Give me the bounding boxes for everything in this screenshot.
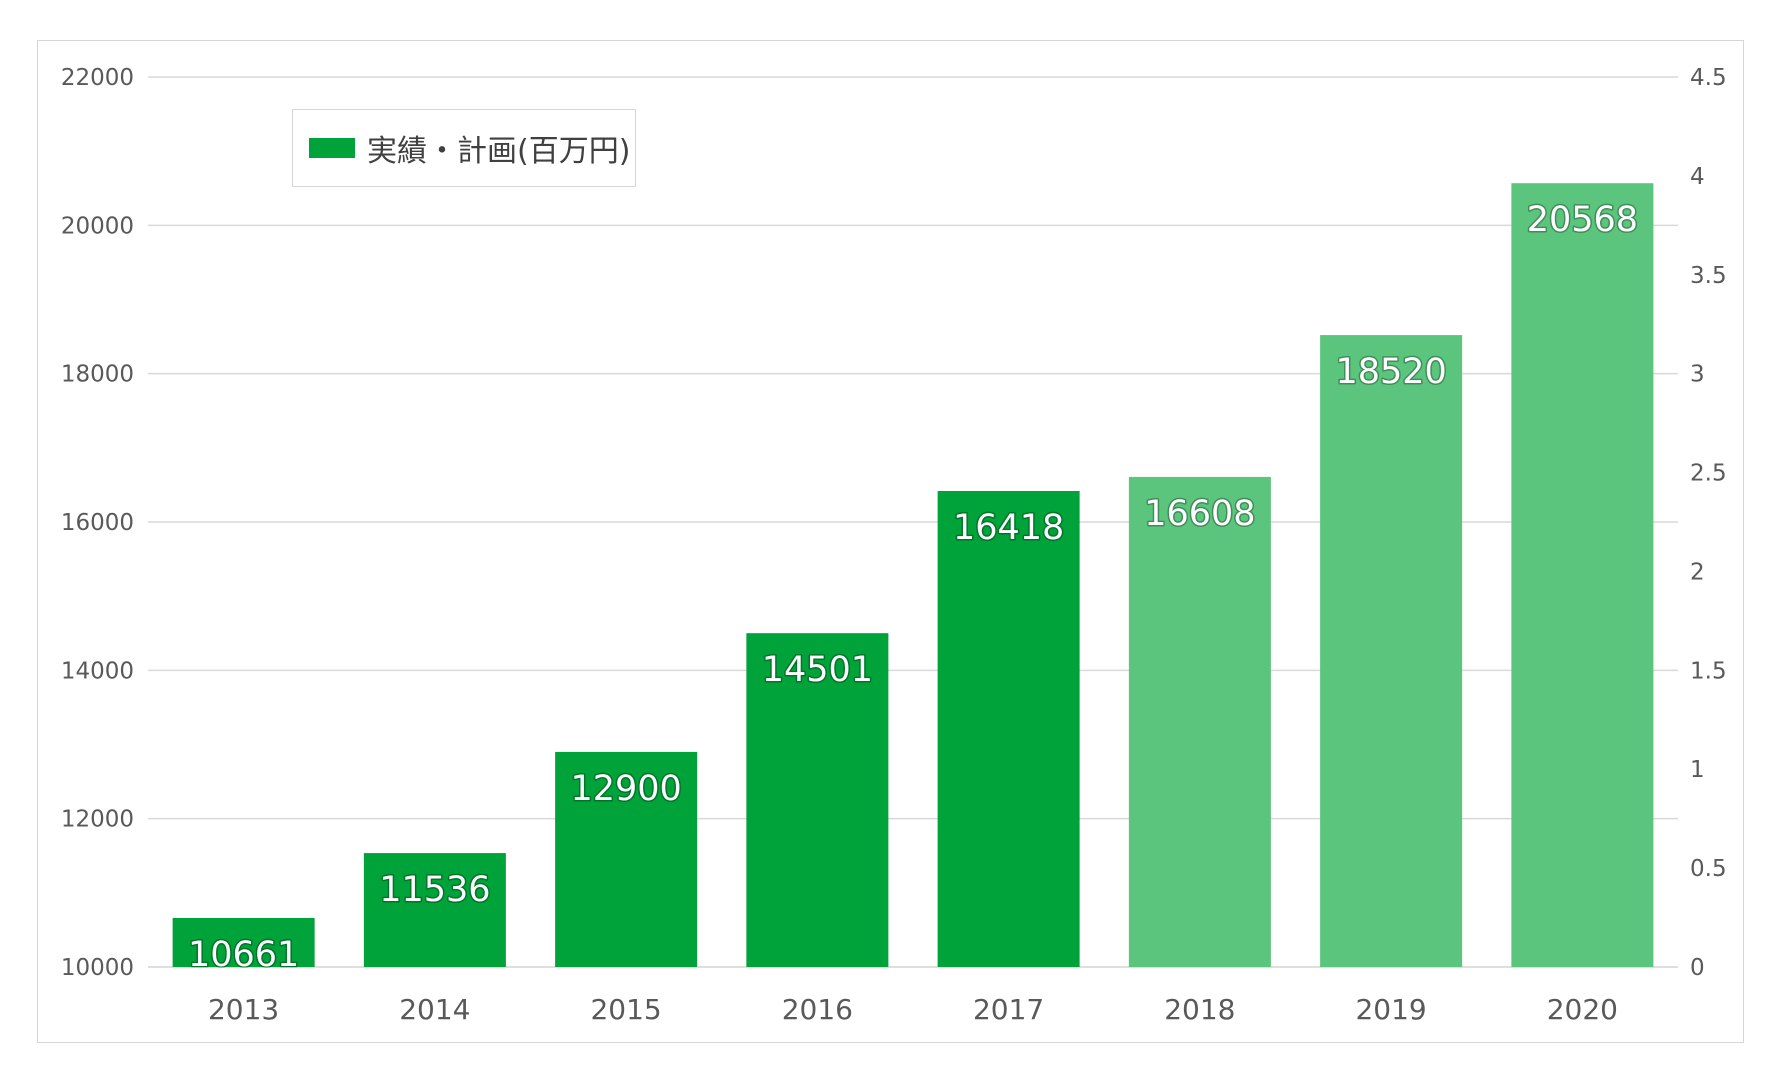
- bar-value-label: 18520: [1335, 352, 1446, 392]
- y-axis-left: 10000 12000 14000 16000 18000 20000 22000: [61, 65, 134, 981]
- legend: 実績・計画(百万円): [292, 109, 636, 187]
- x-tick-label: 2019: [1355, 993, 1426, 1026]
- legend-swatch: [309, 138, 355, 158]
- bar: [1511, 183, 1654, 967]
- y-tick-label-right: 2.5: [1690, 461, 1727, 487]
- y-tick-label-right: 4: [1690, 164, 1705, 190]
- y-axis-right: 0 0.5 1 1.5 2 2.5 3 3.5 4 4.5: [1690, 65, 1727, 981]
- y-tick-label-right: 0.5: [1690, 856, 1727, 882]
- bar-value-label: 14501: [762, 650, 873, 690]
- x-tick-label: 2016: [782, 993, 853, 1026]
- bar: [172, 917, 315, 967]
- data-labels: 10661 11536 12900 14501 16418 16608 18520 20568: [186, 199, 1639, 977]
- y-tick-label-left: 10000: [61, 955, 134, 981]
- y-tick-label-right: 0: [1690, 955, 1705, 981]
- x-tick-label: 2014: [399, 993, 470, 1026]
- x-tick-label: 2017: [973, 993, 1044, 1026]
- bar-value-label: 11536: [379, 870, 490, 910]
- bar: [746, 633, 889, 967]
- y-tick-label-left: 12000: [61, 807, 134, 833]
- y-tick-label-left: 18000: [61, 362, 134, 388]
- bar-value-label: 16418: [953, 508, 1064, 548]
- y-tick-label-right: 3: [1690, 362, 1705, 388]
- y-tick-label-right: 1.5: [1690, 658, 1727, 684]
- bar-value-label: 12900: [570, 769, 681, 809]
- bar: [555, 751, 698, 967]
- bar-value-label: 16608: [1144, 494, 1255, 534]
- x-tick-label: 2013: [208, 993, 279, 1026]
- y-tick-label-right: 4.5: [1690, 65, 1727, 91]
- x-axis: 2013 2014 2015 2016 2017 2018 2019 2020: [208, 993, 1618, 1026]
- x-tick-label: 2018: [1164, 993, 1235, 1026]
- bar-value-label: 10661: [188, 935, 299, 975]
- bar: [1128, 476, 1271, 967]
- bar: [363, 853, 506, 967]
- bars: [172, 183, 1654, 968]
- y-tick-label-left: 14000: [61, 658, 134, 684]
- bar: [937, 490, 1080, 967]
- y-tick-label-right: 2: [1690, 559, 1705, 585]
- bar: [1320, 335, 1463, 968]
- y-tick-label-left: 16000: [61, 510, 134, 536]
- y-tick-label-right: 3.5: [1690, 263, 1727, 289]
- legend-label: 実績・計画(百万円): [367, 134, 631, 169]
- bar-value-label: 20568: [1527, 200, 1638, 240]
- y-tick-label-right: 1: [1690, 757, 1705, 783]
- x-tick-label: 2020: [1547, 993, 1618, 1026]
- y-tick-label-left: 20000: [61, 213, 134, 239]
- y-tick-label-left: 22000: [61, 65, 134, 91]
- x-tick-label: 2015: [590, 993, 661, 1026]
